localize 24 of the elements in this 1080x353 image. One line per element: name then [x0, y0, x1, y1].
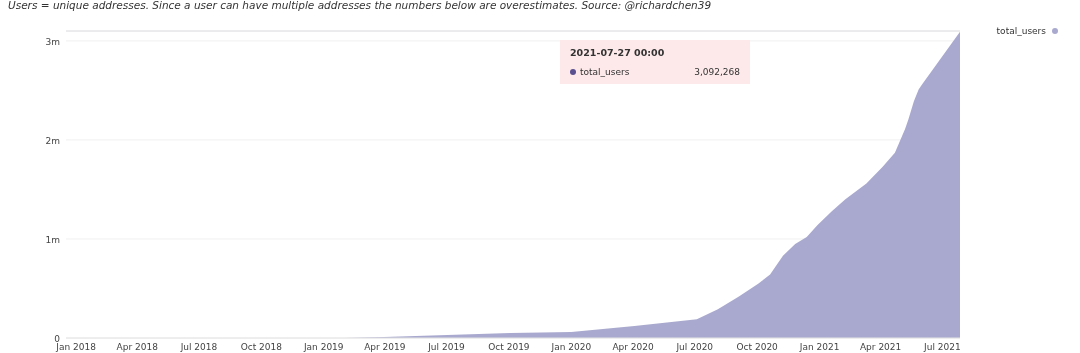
y-tick-label: 0 — [54, 334, 61, 344]
y-tick-label: 1m — [45, 234, 60, 245]
x-tick-label: Oct 2018 — [240, 342, 283, 352]
x-tick-label: Oct 2019 — [488, 342, 530, 352]
x-tick-label: Jan 2021 — [798, 342, 840, 352]
x-tick-label: Jan 2019 — [302, 342, 344, 352]
x-tick-label: Jan 2020 — [550, 342, 592, 352]
text: total_users — [580, 67, 630, 77]
x-tick-label: Jul 2018 — [179, 342, 218, 352]
annotation: 3,092,268 — [694, 67, 741, 77]
x-tick-label: Jul 2019 — [427, 342, 466, 352]
x-tick-label: Oct 2020 — [736, 342, 779, 352]
x-tick-label: Jan 2018 — [55, 342, 97, 352]
y-tick-label: 2m — [45, 135, 60, 146]
x-tick-label: Apr 2021 — [859, 342, 902, 352]
x-tick-label: Apr 2019 — [364, 342, 406, 352]
chart-title: Users = unique addresses. Since a user can have multiple addresses the numbers below are overestimates. Source: @richardchen39 — [8, 0, 712, 11]
x-tick-label: Apr 2018 — [116, 342, 159, 352]
y-tick-label: 3m — [45, 36, 60, 47]
text: total_users — [996, 26, 1047, 36]
x-tick-label: Jul 2020 — [675, 342, 714, 352]
x-tick-label: Jul 2021 — [923, 342, 961, 352]
annotation: 2021-07-27 00:00 — [570, 47, 665, 58]
x-tick-label: Apr 2020 — [612, 342, 654, 352]
